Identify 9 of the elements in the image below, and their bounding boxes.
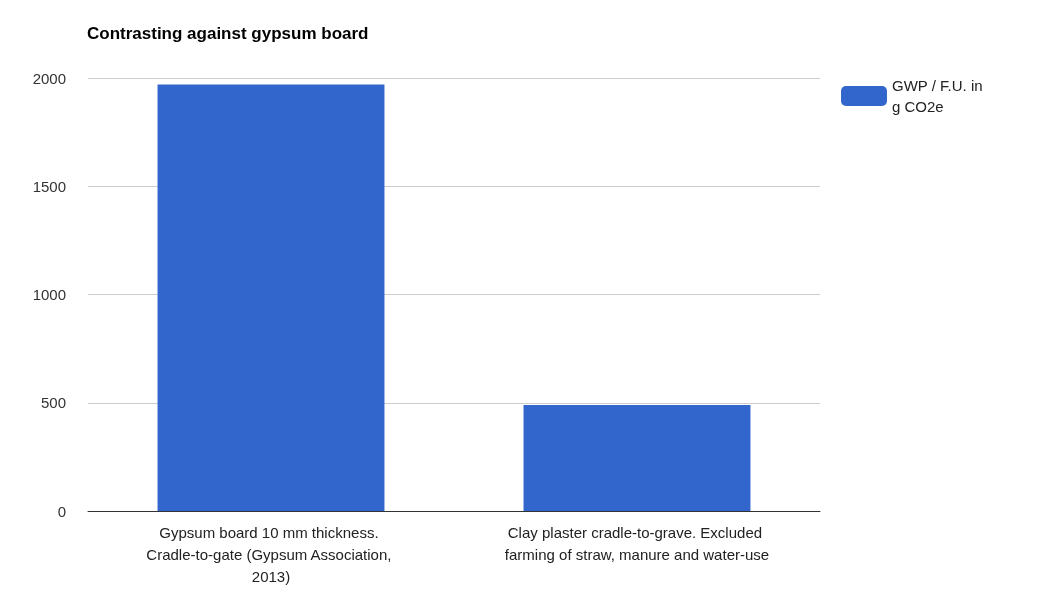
- y-tick-label: 0: [57, 502, 66, 520]
- legend-label: GWP / F.U. in g CO2e: [892, 77, 987, 115]
- chart-title: Contrasting against gypsum board: [87, 24, 369, 43]
- x-tick-label: Gypsum board 10 mm thickness. Cradle-to-gate (Gypsum Association, 2013): [146, 523, 396, 585]
- x-tick-label: Clay plaster cradle-to-grave. Excluded farming of straw, manure and water-use: [504, 523, 770, 563]
- y-tick-label: 2000: [32, 69, 66, 87]
- y-tick-label: 500: [40, 394, 66, 412]
- y-tick-label: 1500: [32, 177, 66, 195]
- y-tick-label: 1000: [32, 286, 66, 303]
